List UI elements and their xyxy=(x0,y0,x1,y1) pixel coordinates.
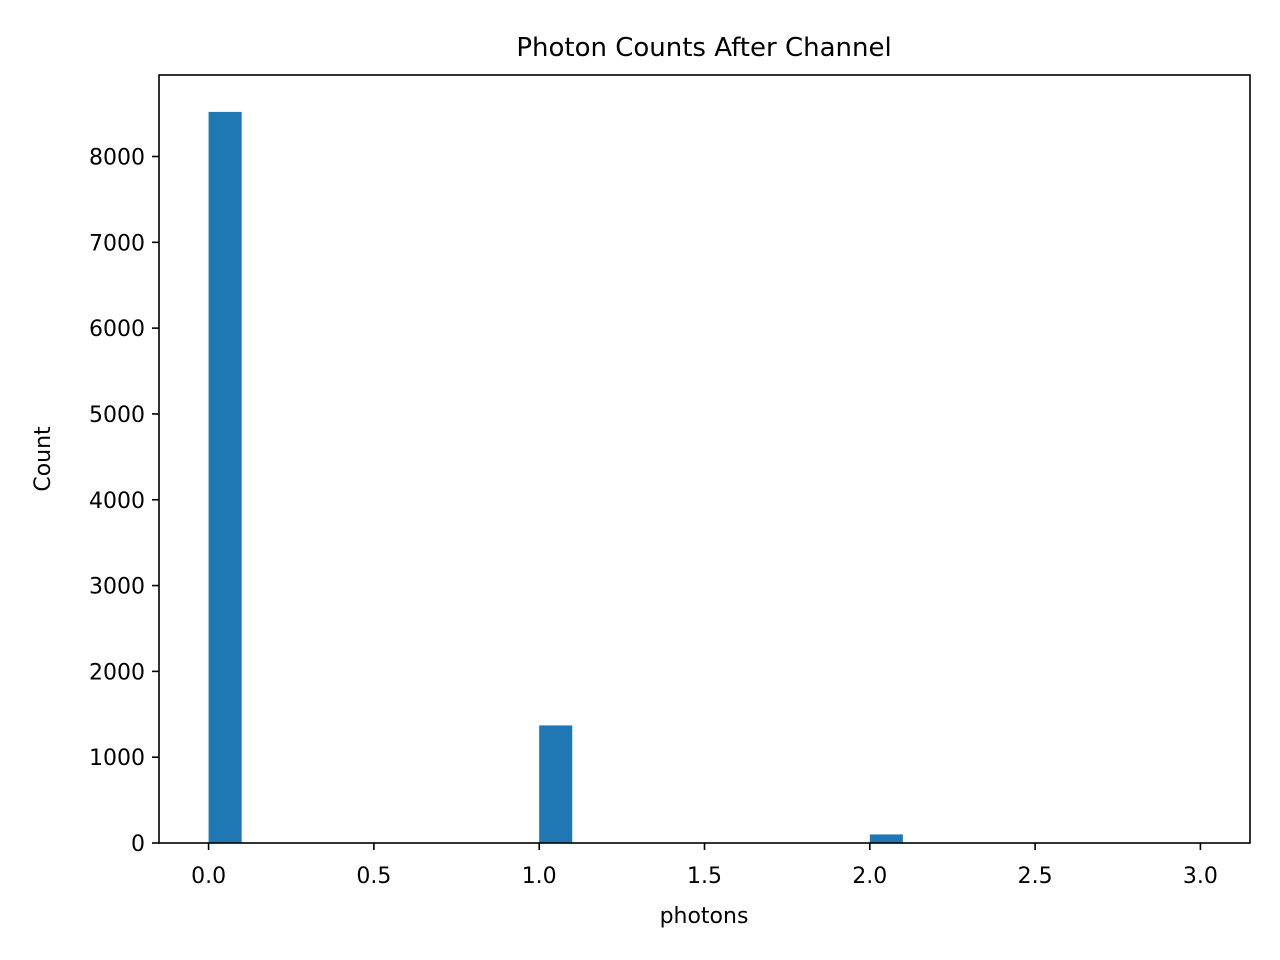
y-tick-label: 1000 xyxy=(89,746,145,771)
x-tick-label: 2.5 xyxy=(1018,864,1053,889)
y-tick-label: 3000 xyxy=(89,575,145,600)
x-tick-label: 0.5 xyxy=(356,864,391,889)
x-tick-label: 2.0 xyxy=(852,864,887,889)
y-tick-label: 2000 xyxy=(89,660,145,685)
y-axis-ticks: 0 1000 2000 3000 4000 5000 6000 7000 8000 xyxy=(89,146,159,857)
y-tick-label: 7000 xyxy=(89,231,145,256)
y-axis-label: Count xyxy=(31,426,56,492)
histogram-bar xyxy=(539,725,573,843)
x-axis-ticks: 0.0 0.5 1.0 1.5 2.0 2.5 3.0 xyxy=(191,843,1218,889)
bars-group xyxy=(208,111,1201,844)
histogram-bar xyxy=(869,834,903,843)
y-tick-label: 4000 xyxy=(89,489,145,514)
x-tick-label: 1.5 xyxy=(687,864,722,889)
x-tick-label: 3.0 xyxy=(1183,864,1218,889)
histogram-bar xyxy=(208,111,242,844)
x-tick-label: 1.0 xyxy=(522,864,557,889)
chart-title: Photon Counts After Channel xyxy=(516,33,891,63)
y-tick-label: 0 xyxy=(131,832,145,857)
y-tick-label: 8000 xyxy=(89,146,145,171)
x-axis-label: photons xyxy=(660,904,749,929)
y-tick-label: 6000 xyxy=(89,317,145,342)
x-tick-label: 0.0 xyxy=(191,864,226,889)
y-tick-label: 5000 xyxy=(89,403,145,428)
